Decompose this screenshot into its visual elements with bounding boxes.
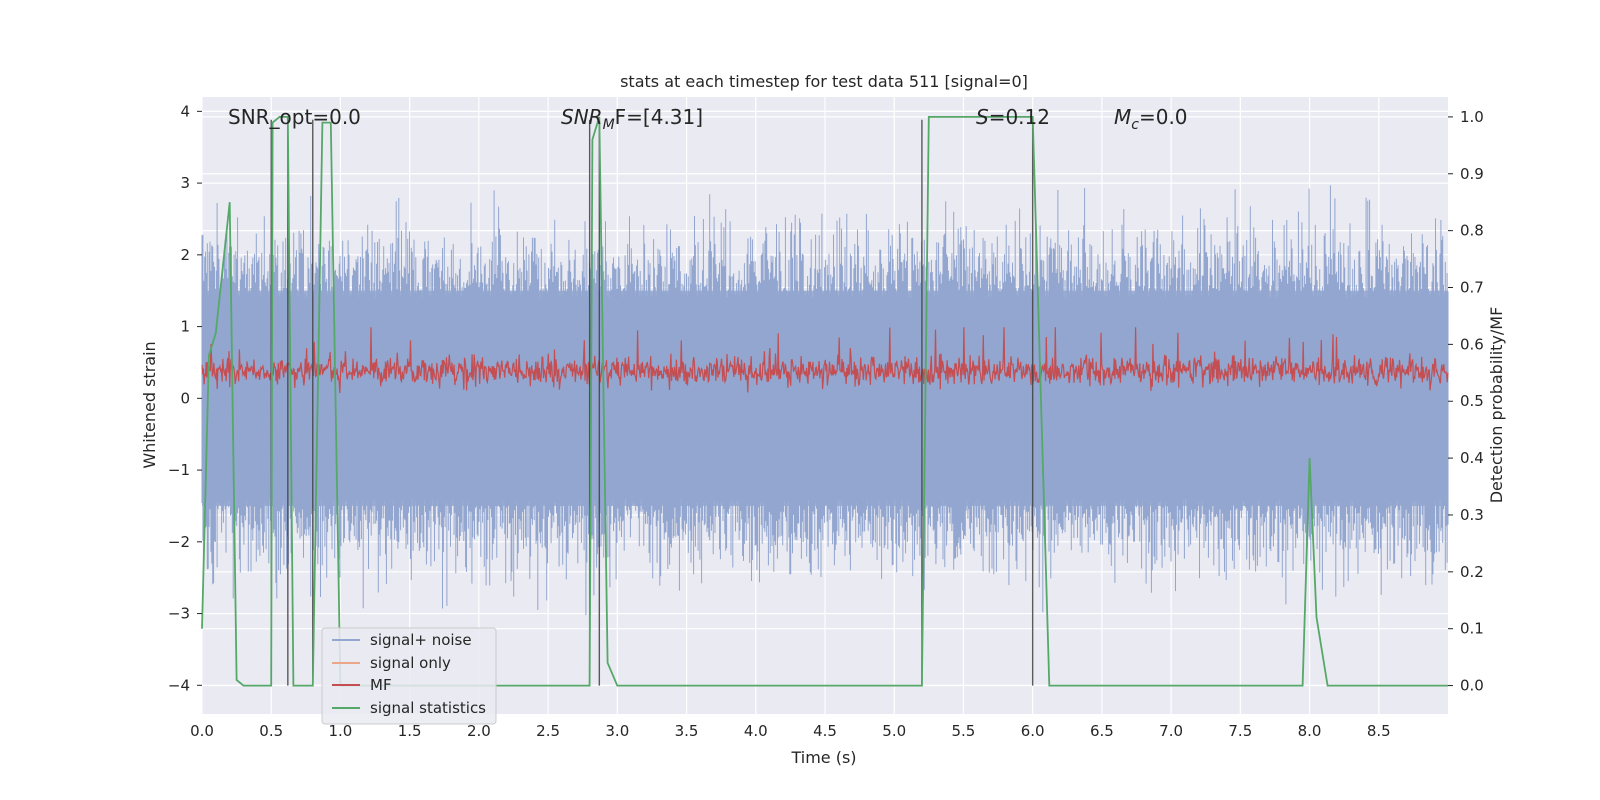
x-tick-label: 5.0 <box>882 722 906 740</box>
y-left-tick-label: 3 <box>180 174 190 192</box>
annotation-s-value: =0.12 <box>989 105 1050 129</box>
annotation-snr-opt-value: 0.0 <box>329 105 361 129</box>
annotation-mc: Mc=0.0 <box>1114 105 1188 133</box>
x-tick-label: 1.5 <box>398 722 422 740</box>
vertical-markers <box>270 119 1034 686</box>
annotation-snr-mf-base: SNR <box>561 105 603 129</box>
legend: signal+ noise signal only MF signal stat… <box>321 627 497 725</box>
signal-noise-series <box>201 185 1449 616</box>
x-tick-label: 8.5 <box>1367 722 1391 740</box>
y-left-tick-label: 4 <box>180 102 190 120</box>
legend-label-signal-statistics: signal statistics <box>370 699 486 717</box>
annotation-snr-mf-suffix: F= <box>615 105 643 129</box>
mf-series <box>201 327 1449 394</box>
y-right-tick-label: 1.0 <box>1460 108 1484 126</box>
annotation-snr-mf: SNRMF=[4.31] <box>561 105 703 133</box>
annotation-snr-mf-sub: M <box>603 117 615 133</box>
x-tick-label: 3.5 <box>675 722 699 740</box>
annotation-snr-mf-value: [4.31] <box>643 105 703 129</box>
y-right-tick-label: 0.8 <box>1460 222 1484 240</box>
x-tick-label: 2.0 <box>467 722 491 740</box>
y-axis-left-label: Whitened strain <box>140 341 159 468</box>
mf-trace <box>201 327 1449 394</box>
y-right-tick-label: 0.4 <box>1460 449 1484 467</box>
legend-label-mf: MF <box>370 676 392 694</box>
x-tick-label: 2.5 <box>536 722 560 740</box>
y-left-tick-label: 0 <box>180 389 190 407</box>
legend-label-signal-only: signal only <box>370 654 451 672</box>
x-tick-label: 1.0 <box>329 722 353 740</box>
x-tick-label: 4.5 <box>813 722 837 740</box>
y-right-tick-label: 0.3 <box>1460 506 1484 524</box>
x-tick-label: 4.0 <box>744 722 768 740</box>
y-axis-left-ticks: 4 3 2 1 0 −1 −2 −3 −4 <box>168 102 202 694</box>
x-tick-label: 8.0 <box>1298 722 1322 740</box>
chart-title: stats at each timestep for test data 511… <box>620 72 1028 91</box>
y-left-tick-label: −4 <box>168 676 190 694</box>
x-tick-label: 0.5 <box>259 722 283 740</box>
annotation-mc-sub: c <box>1131 117 1139 133</box>
y-left-tick-label: 1 <box>180 318 190 336</box>
y-right-tick-label: 0.5 <box>1460 392 1484 410</box>
annotation-mc-value: =0.0 <box>1139 105 1188 129</box>
y-right-tick-label: 0.1 <box>1460 620 1484 638</box>
y-left-tick-label: 2 <box>180 246 190 264</box>
signal-statistics-trace <box>201 116 1448 687</box>
legend-box <box>321 627 497 725</box>
y-right-tick-label: 0.6 <box>1460 335 1484 353</box>
y-left-tick-label: −3 <box>168 605 190 623</box>
y-right-tick-label: 0.0 <box>1460 677 1484 695</box>
x-tick-label: 7.0 <box>1159 722 1183 740</box>
annotation-snr-opt-prefix: SNR_opt= <box>228 105 329 129</box>
y-right-tick-label: 0.7 <box>1460 279 1484 297</box>
x-tick-label: 3.0 <box>605 722 629 740</box>
annotation-s: S=0.12 <box>976 105 1050 129</box>
y-left-tick-label: −2 <box>168 533 190 551</box>
y-axis-right-ticks: 1.0 0.9 0.8 0.7 0.6 0.5 0.4 0.3 0.2 0.1 0.0 <box>1448 108 1484 695</box>
signal-statistics-series <box>201 116 1448 687</box>
legend-label-signal-noise: signal+ noise <box>370 631 472 649</box>
x-tick-label: 5.5 <box>952 722 976 740</box>
y-right-tick-label: 0.2 <box>1460 563 1484 581</box>
x-tick-label: 6.5 <box>1090 722 1114 740</box>
x-tick-label: 6.0 <box>1021 722 1045 740</box>
y-right-tick-label: 0.9 <box>1460 165 1484 183</box>
annotation-s-prefix: S <box>976 105 989 129</box>
x-axis-ticks: 0.0 0.5 1.0 1.5 2.0 2.5 3.0 3.5 4.0 4.5 5.0 5.5 6.0 6… <box>190 722 1391 740</box>
y-axis-right-label: Detection probability/MF <box>1487 307 1506 504</box>
x-axis-label: Time (s) <box>790 748 856 767</box>
x-tick-label: 7.5 <box>1228 722 1252 740</box>
x-tick-label: 0.0 <box>190 722 214 740</box>
y-left-tick-label: −1 <box>168 461 190 479</box>
annotation-mc-base: M <box>1114 105 1131 129</box>
annotation-snr-opt: SNR_opt=0.0 <box>228 105 361 129</box>
